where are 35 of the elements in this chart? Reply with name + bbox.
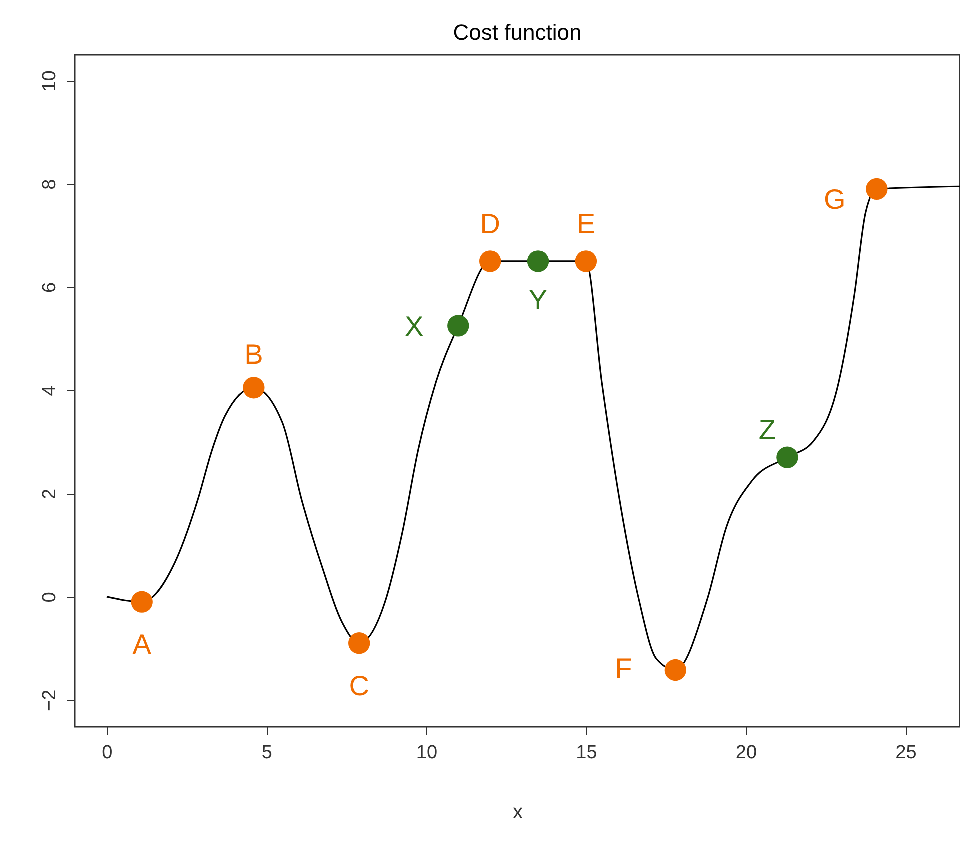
x-axis-title: x xyxy=(513,802,523,824)
point xyxy=(575,250,598,272)
y-tick-label: 2 xyxy=(40,488,60,500)
x-tick-label: 25 xyxy=(896,742,917,764)
data-label: D xyxy=(480,208,500,240)
point xyxy=(448,315,470,337)
data-label: C xyxy=(349,670,370,702)
y-tick-label: 0 xyxy=(40,592,60,603)
data-label: E xyxy=(576,208,596,240)
y-tick-label: 4 xyxy=(40,385,60,396)
point xyxy=(480,250,502,272)
x-tick-label: 20 xyxy=(736,742,758,764)
data-label: A xyxy=(132,629,152,660)
chart-title: Cost function xyxy=(453,20,582,45)
data-label: Z xyxy=(758,414,776,446)
x-tick-label: 10 xyxy=(416,742,438,764)
x-tick-label: 15 xyxy=(576,742,598,764)
data-label: Y xyxy=(528,284,548,316)
data-label: F xyxy=(615,653,632,684)
x-tick-label: 0 xyxy=(102,742,113,764)
data-label: B xyxy=(244,338,264,370)
x-tick-label: 5 xyxy=(262,742,272,764)
point xyxy=(866,178,888,200)
point xyxy=(131,591,153,613)
point xyxy=(664,659,686,682)
y-tick-label: 6 xyxy=(40,282,60,294)
y-tick-label: −2 xyxy=(40,690,60,712)
point xyxy=(348,632,370,654)
point xyxy=(527,250,550,272)
point xyxy=(776,446,798,468)
data-label: X xyxy=(405,310,424,342)
point xyxy=(243,377,265,399)
y-tick-label: 10 xyxy=(40,70,60,92)
data-label: G xyxy=(824,184,846,216)
y-tick-label: 8 xyxy=(40,179,60,190)
